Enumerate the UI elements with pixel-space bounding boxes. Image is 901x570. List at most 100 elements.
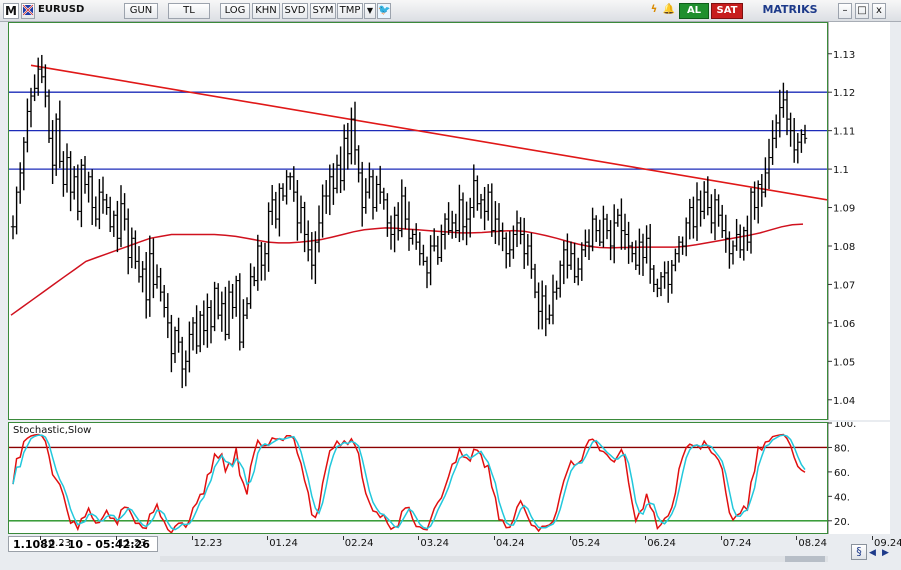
price-bar [421,244,426,266]
khn-button[interactable]: KHN [252,3,280,19]
svd-button[interactable]: SVD [282,3,308,19]
price-tick-label: 1.11 [833,127,855,138]
price-bar [252,266,257,287]
price-bar [345,122,350,170]
price-bar [14,186,19,235]
twitter-icon[interactable]: 🐦 [377,3,391,19]
price-bar [342,124,347,191]
price-bar [590,207,595,252]
price-bar [446,202,451,235]
price-bar [288,172,293,190]
price-bar [741,226,746,261]
price-bar [72,166,77,200]
price-bar [61,151,66,197]
alarm-icon[interactable]: 🔔 [662,4,676,15]
minimize-icon[interactable]: – [838,3,852,19]
log-scale-button[interactable]: LOG [220,3,250,19]
price-bar [370,169,376,220]
price-bar [608,220,613,261]
price-bar [766,138,772,190]
horizontal-scrollbar[interactable] [160,556,828,562]
price-bar [100,176,106,214]
price-tick-label: 1.13 [833,50,855,61]
price-bar [140,261,145,293]
price-bar [259,242,264,281]
date-label: 02.24 [344,538,374,549]
price-bar [691,196,696,239]
price-bar [205,293,210,348]
period-button[interactable]: GUN [124,3,158,19]
currency-button[interactable]: TL [168,3,210,19]
refresh-icon[interactable]: § [851,544,867,560]
price-bar [550,274,556,325]
stochastic-plot[interactable] [9,423,827,534]
app-logo-icon[interactable]: M [3,3,19,19]
price-bar [403,186,408,230]
date-tick [720,536,722,540]
price-bar [82,155,88,194]
price-bar [324,180,329,214]
right-scroll-strip [890,22,901,534]
price-bar [356,145,361,183]
price-bar [385,193,390,237]
price-bar [158,267,163,302]
chart-toolbar: M EURUSD GUN TL LOG KHN SVD SYM TMP ▼ 🐦 … [0,0,901,22]
price-bar [64,143,70,193]
price-bar [194,305,199,354]
price-bar [662,261,667,289]
price-bar [363,178,368,214]
price-bar [522,217,527,269]
price-bar [388,215,394,250]
price-bar [759,174,764,207]
price-bar [97,179,102,230]
flag-icon[interactable] [21,3,35,19]
date-label: 01.24 [269,538,298,549]
maximize-icon[interactable]: □ [855,3,869,19]
tmp-button[interactable]: TMP [337,3,363,19]
flash-icon[interactable]: ϟ [650,4,658,15]
stochastic-axis-svg: 20. 40. 60. 80. 100. [827,419,856,534]
price-bar [190,317,196,351]
date-tick [796,536,798,540]
price-bar [183,350,188,387]
close-icon[interactable]: x [872,3,886,19]
date-label: 06.24 [647,538,676,549]
price-bar [435,235,440,265]
price-chart[interactable] [8,22,828,420]
chevron-down-icon[interactable]: ▼ [364,3,376,19]
symbol-selector[interactable]: EURUSD [38,4,85,15]
price-bar [316,205,322,253]
price-bar [180,336,185,389]
price-bar [151,238,156,299]
price-bar [626,221,631,264]
price-bar [705,176,710,216]
price-bar [424,256,430,289]
price-bar [594,215,599,242]
price-bar [428,235,433,286]
buy-button[interactable]: AL [679,3,709,19]
date-tick [418,536,420,540]
price-bar [270,184,275,226]
price-bar [57,100,62,169]
price-bar [745,215,750,251]
sell-button[interactable]: SAT [711,3,743,19]
price-bar [784,90,790,136]
scrollbar-thumb[interactable] [785,556,825,562]
scroll-right-icon[interactable]: ▶ [882,548,889,558]
price-bar [648,223,653,284]
price-bar [54,113,59,176]
price-bar [410,229,415,245]
price-bar [439,224,444,262]
price-bar [396,202,401,241]
price-bar [36,57,41,96]
price-chart-plot[interactable] [9,23,828,419]
price-bar [712,188,718,241]
price-bar [802,124,808,144]
scroll-left-icon[interactable]: ◀ [869,548,876,558]
flag-icon-svg [22,4,34,16]
stochastic-panel[interactable]: Stochastic,Slow [8,422,828,534]
price-bar [543,285,548,337]
sym-button[interactable]: SYM [310,3,336,19]
cursor-readout: 1.1082 - 10 - 05:42:26 [8,536,158,552]
price-tick-label: 1.04 [833,396,855,407]
